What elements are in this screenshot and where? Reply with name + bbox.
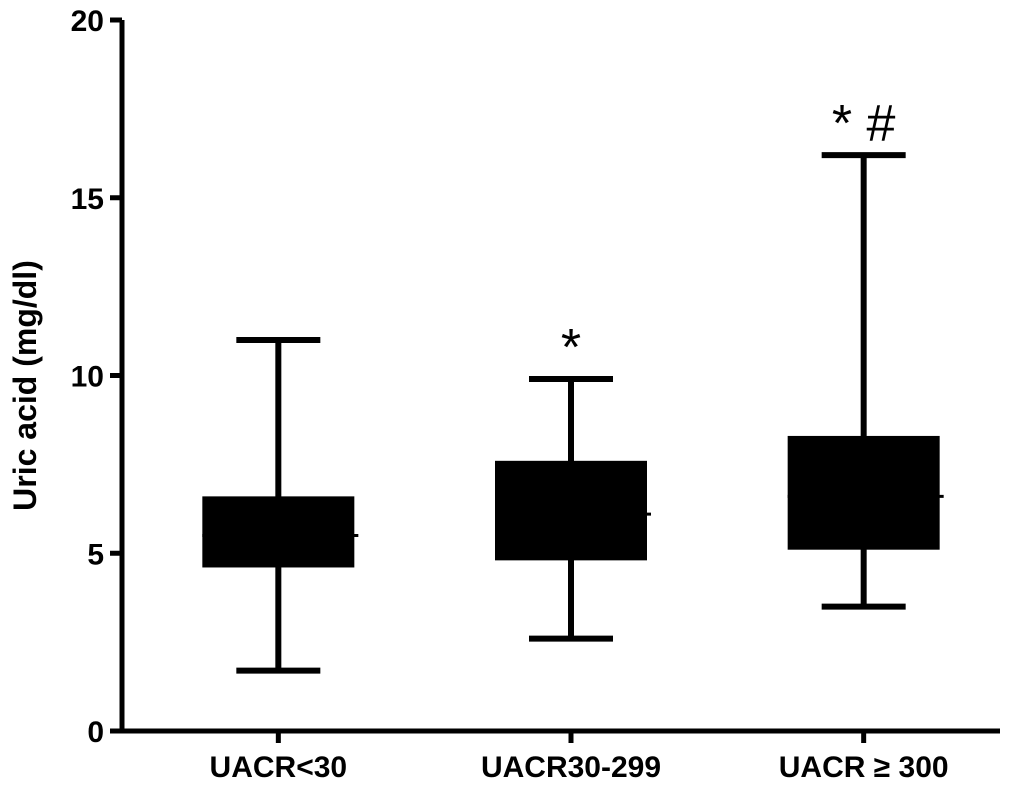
box-group: * # <box>787 95 944 610</box>
box-group <box>202 336 359 674</box>
iqr-box <box>495 460 647 561</box>
y-axis-title: Uric acid (mg/dl) <box>7 260 43 511</box>
y-tick-label: 5 <box>87 538 104 571</box>
box-group: * <box>495 319 651 642</box>
y-tick-label: 20 <box>71 5 104 38</box>
x-category-label: UACR<30 <box>210 751 348 784</box>
x-category-label: UACR30-299 <box>481 751 661 784</box>
significance-marker: * <box>561 319 581 377</box>
y-axis: 0 5 10 15 20 <box>71 5 125 749</box>
y-tick-label: 15 <box>71 183 104 216</box>
significance-marker: * # <box>832 95 896 153</box>
y-tick-label: 10 <box>71 361 104 394</box>
x-axis: UACR<30 UACR30-299 UACR ≥ 300 <box>120 728 1000 784</box>
iqr-box <box>787 435 940 550</box>
boxes-group: * * # <box>202 95 944 674</box>
iqr-box <box>202 496 355 568</box>
y-tick-label: 0 <box>87 716 104 749</box>
x-category-label: UACR ≥ 300 <box>779 751 949 784</box>
